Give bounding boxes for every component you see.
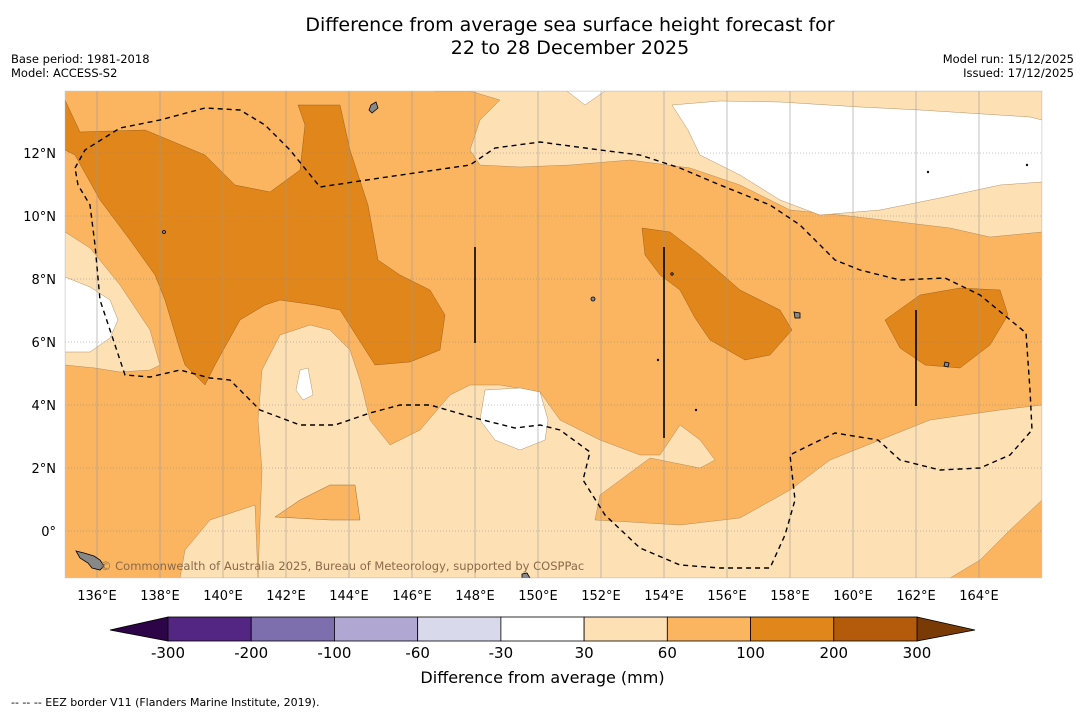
lon-label-144e: 144°E — [329, 589, 369, 604]
colorbar-tick-label: 100 — [736, 644, 765, 662]
map-frame — [64, 90, 1043, 579]
colorbar: -300 -200 -100 -60 -30 30 60 100 200 300 — [109, 616, 976, 662]
lon-label-140e: 140°E — [203, 589, 243, 604]
anomaly-30-60-central-south — [257, 324, 1042, 578]
island-guam — [368, 101, 379, 114]
colorbar-tick-label: 60 — [658, 644, 677, 662]
lon-label-154e: 154°E — [644, 589, 684, 604]
colorbar-tick-label: -60 — [405, 644, 430, 662]
lon-label-136e: 136°E — [77, 589, 117, 604]
colorbar-tick-labels: -300 -200 -100 -60 -30 30 60 100 200 300 — [151, 644, 931, 662]
model-run: Model run: 15/12/2025 — [942, 52, 1074, 66]
meta-right: Model run: 15/12/2025 Issued: 17/12/2025 — [943, 52, 1074, 80]
island-bougainville-tip — [521, 572, 531, 578]
vertical-markers — [474, 247, 917, 438]
colorbar-tick-label: 300 — [903, 644, 932, 662]
colorbar-segments — [167, 616, 918, 642]
lon-label-148e: 148°E — [455, 589, 495, 604]
map-plot-area: © Commonwealth of Australia 2025, Bureau… — [65, 91, 1042, 578]
islands — [75, 101, 1029, 578]
lon-label-142e: 142°E — [266, 589, 306, 604]
colorbar-segment — [250, 616, 335, 642]
map-credit: © Commonwealth of Australia 2025, Bureau… — [100, 559, 584, 573]
colorbar-extend-high — [916, 616, 976, 642]
lat-label-2n: 2°N — [32, 462, 57, 477]
lon-label-150e: 150°E — [518, 589, 558, 604]
island-palau — [162, 230, 166, 234]
lat-label-6n: 6°N — [32, 336, 57, 351]
colorbar-tick-label: -100 — [317, 644, 351, 662]
anomaly-60-100-small-patch — [274, 484, 361, 521]
colorbar-title: Difference from average (mm) — [420, 668, 665, 687]
anomaly-white-small — [295, 367, 314, 401]
island-new-guinea-ne — [75, 550, 105, 571]
lat-label-4n: 4°N — [32, 399, 57, 414]
title-line-2: 22 to 28 December 2025 — [450, 37, 690, 59]
island-atoll-5 — [694, 408, 698, 412]
island-atoll-1 — [670, 272, 674, 276]
issued-date: Issued: 17/12/2025 — [963, 66, 1074, 80]
lat-label-12n: 12°N — [23, 147, 56, 162]
base-period: Base period: 1981-2018 — [11, 52, 150, 66]
colorbar-extend-low — [109, 616, 169, 642]
lon-label-138e: 138°E — [140, 589, 180, 604]
island-atoll-4 — [656, 358, 660, 362]
island-atoll-2 — [926, 170, 930, 174]
anomaly-30-60-southwest — [179, 504, 259, 578]
lon-label-152e: 152°E — [581, 589, 621, 604]
anomaly-white-central — [479, 387, 549, 451]
colorbar-segment — [833, 616, 918, 642]
lon-label-162e: 162°E — [896, 589, 936, 604]
model-name: Model: ACCESS-S2 — [11, 66, 118, 80]
colorbar-segment — [583, 616, 668, 642]
title-line-1: Difference from average sea surface heig… — [305, 14, 835, 36]
colorbar-segment — [500, 616, 585, 642]
island-kosrae — [943, 361, 950, 368]
island-pohnpei — [793, 311, 801, 319]
colorbar-tick-label: -300 — [151, 644, 185, 662]
anomaly-white-north-sliver — [566, 91, 606, 106]
colorbar-segment — [334, 616, 419, 642]
lon-label-156e: 156°E — [707, 589, 747, 604]
anomaly-white-west — [65, 276, 119, 353]
island-atoll-3 — [1025, 163, 1029, 167]
island-chuuk — [590, 296, 596, 302]
lon-label-164e: 164°E — [959, 589, 999, 604]
lon-label-160e: 160°E — [833, 589, 873, 604]
colorbar-segment — [666, 616, 751, 642]
colorbar-tick-label: -30 — [489, 644, 514, 662]
anomaly-white-northeast — [671, 100, 1042, 216]
lat-label-8n: 8°N — [32, 273, 57, 288]
lat-gridlines — [65, 152, 1042, 532]
lat-label-10n: 10°N — [23, 210, 56, 225]
colorbar-tick-label: -200 — [234, 644, 268, 662]
colorbar-tick-label: 200 — [819, 644, 848, 662]
chart-title: Difference from average sea surface heig… — [0, 14, 1085, 60]
lat-labels: 12°N 10°N 8°N 6°N 4°N 2°N 0° — [23, 147, 56, 540]
lon-label-158e: 158°E — [770, 589, 810, 604]
lon-label-146e: 146°E — [392, 589, 432, 604]
colorbar-segment — [417, 616, 502, 642]
colorbar-segment — [167, 616, 252, 642]
lon-labels: 136°E 138°E 140°E 142°E 144°E 146°E 148°… — [77, 589, 999, 604]
footnote-eez: -- -- -- EEZ border V11 (Flanders Marine… — [11, 696, 320, 709]
lat-label-0: 0° — [41, 525, 56, 540]
colorbar-segment — [750, 616, 835, 642]
colorbar-tick-label: 30 — [575, 644, 594, 662]
meta-left: Base period: 1981-2018 Model: ACCESS-S2 — [11, 52, 150, 80]
